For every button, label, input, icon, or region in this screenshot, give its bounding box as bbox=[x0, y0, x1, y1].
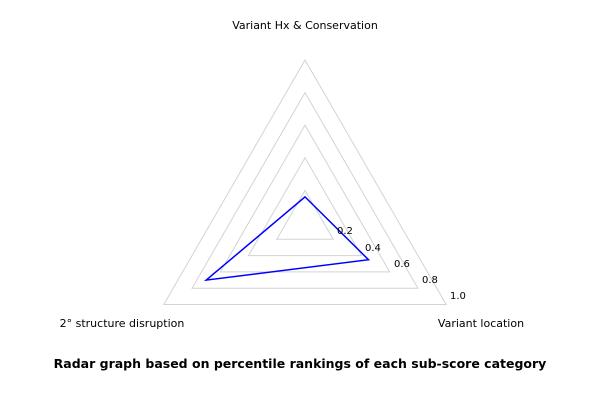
series-percentile-rankings bbox=[203, 195, 371, 282]
tick-label-0-4: 0.4 bbox=[365, 243, 381, 254]
axis-label-secondary-structure-disruption: 2° structure disruption bbox=[59, 317, 185, 330]
tick-label-0-8: 0.8 bbox=[422, 275, 438, 286]
tick-label-0-6: 0.6 bbox=[394, 259, 410, 270]
grid-ring bbox=[247, 156, 363, 257]
axis-label-variant-location: Variant location bbox=[437, 317, 525, 330]
chart-caption: Radar graph based on percentile rankings… bbox=[53, 356, 547, 371]
axis-label-variant-hx-conservation: Variant Hx & Conservation bbox=[232, 19, 378, 32]
grid-ring bbox=[275, 189, 335, 240]
grid-ring bbox=[191, 91, 419, 289]
tick-label-0-2: 0.2 bbox=[337, 226, 353, 237]
grid-ring bbox=[219, 124, 391, 273]
grid-ring bbox=[162, 59, 448, 305]
tick-label-1-0: 1.0 bbox=[450, 291, 466, 302]
